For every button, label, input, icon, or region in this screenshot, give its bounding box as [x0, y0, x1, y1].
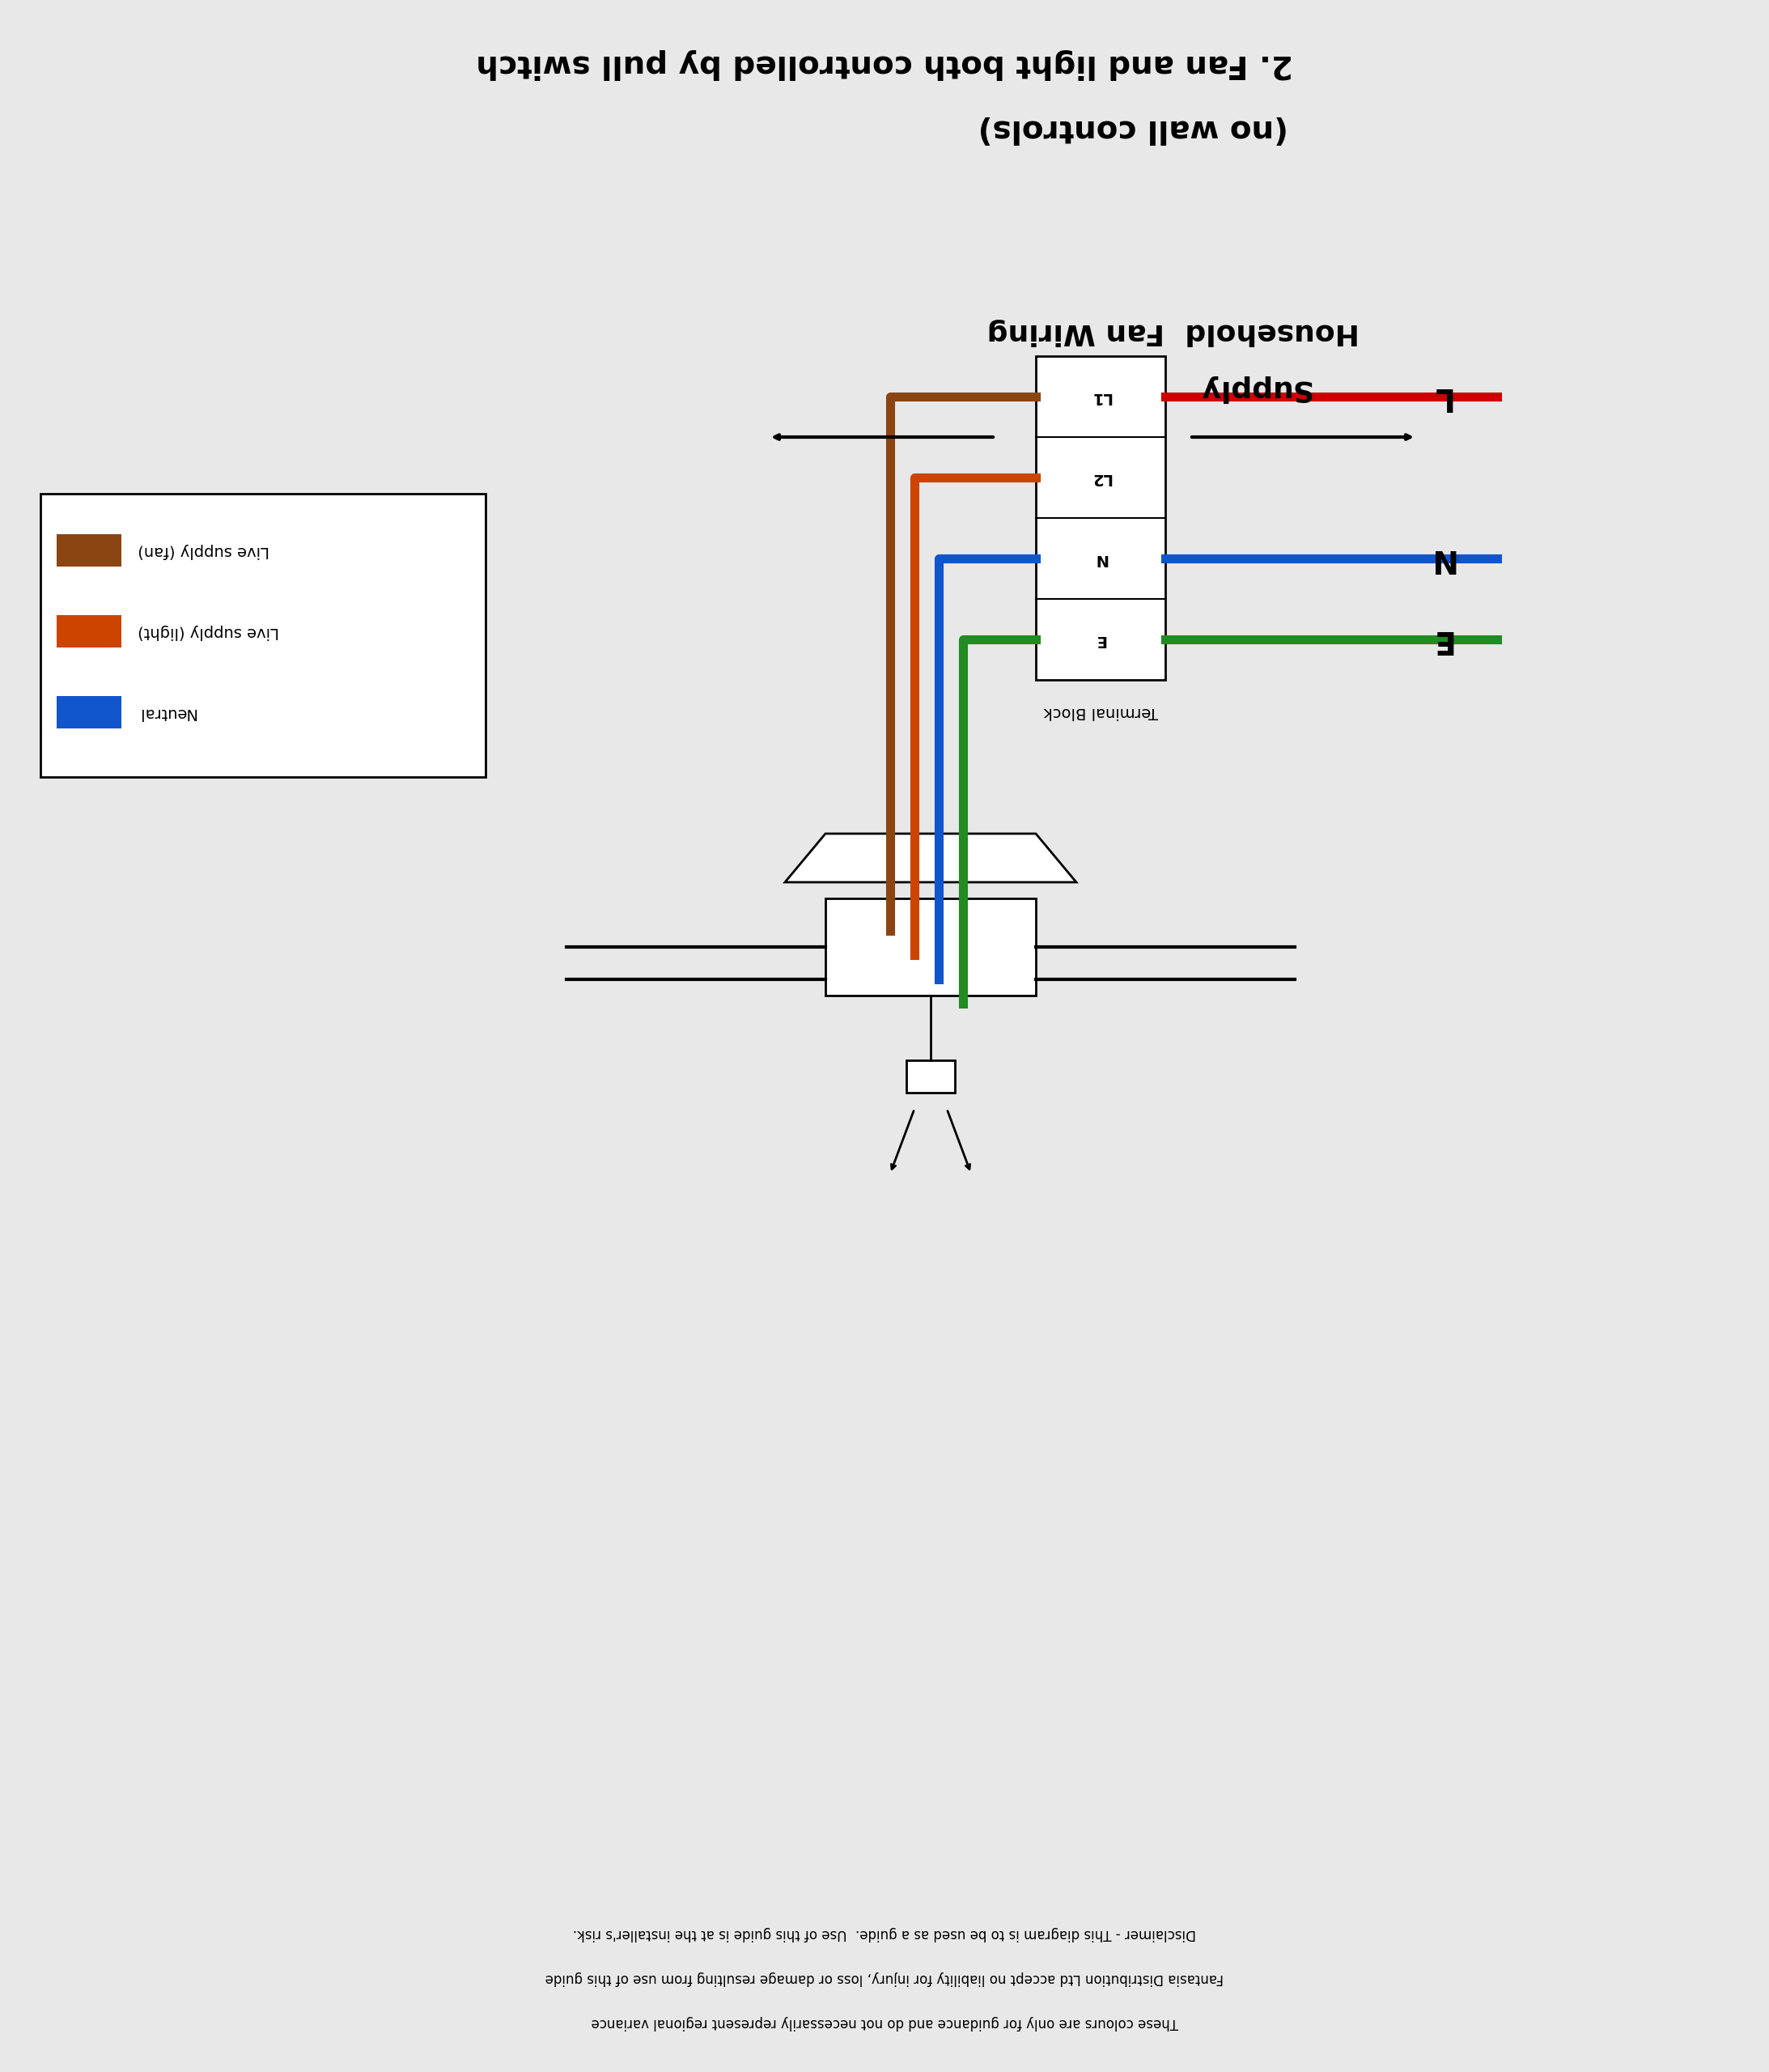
Bar [41, 493, 485, 777]
Bar [826, 899, 1037, 995]
Text: Household  Fan Wiring: Household Fan Wiring [987, 319, 1360, 346]
Text: L1: L1 [1090, 390, 1111, 404]
Text: Live supply (fan): Live supply (fan) [138, 543, 269, 557]
Text: (no wall controls): (no wall controls) [978, 114, 1288, 145]
Text: Supply: Supply [1198, 375, 1311, 402]
Text: 2. Fan and light both controlled by pull switch: 2. Fan and light both controlled by pull… [476, 48, 1293, 79]
Text: N: N [1093, 551, 1107, 566]
Text: E: E [1095, 632, 1106, 646]
Text: These colours are only for guidance and do not necessarily represent regional va: These colours are only for guidance and … [591, 2016, 1178, 2031]
Bar [57, 696, 122, 729]
Text: L2: L2 [1090, 470, 1111, 485]
Text: N: N [1428, 543, 1454, 574]
Text: Terminal Block: Terminal Block [1044, 704, 1159, 719]
Bar [906, 1061, 955, 1092]
Bar [57, 615, 122, 646]
Text: Fantasia Distribution Ltd accept no liability for injury, loss or damage resulti: Fantasia Distribution Ltd accept no liab… [545, 1970, 1224, 1985]
Text: Disclaimer - This diagram is to be used as a guide.  Use of this guide is at the: Disclaimer - This diagram is to be used … [573, 1927, 1196, 1941]
Bar [1037, 356, 1166, 680]
Polygon shape [785, 833, 1076, 883]
Bar [57, 535, 122, 566]
Text: L: L [1431, 381, 1451, 412]
Text: Neutral: Neutral [138, 704, 196, 719]
Text: Live supply (light): Live supply (light) [138, 624, 280, 638]
Text: E: E [1429, 624, 1451, 655]
